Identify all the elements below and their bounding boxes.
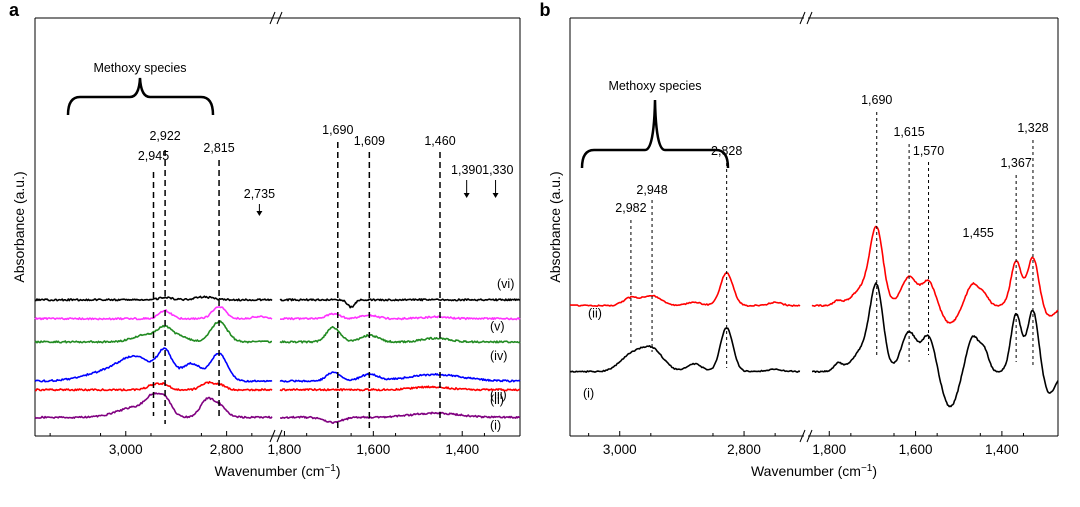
methoxy-bracket: [66, 77, 215, 116]
series-label: (ii): [490, 393, 504, 407]
series-line-iii-left: [34, 347, 273, 383]
x-tick-label: 2,800: [727, 442, 761, 457]
x-tick-label: 1,600: [899, 442, 933, 457]
series-label: (iv): [490, 349, 507, 363]
peak-label: 2,945: [138, 149, 169, 163]
series-line-v-right: [279, 312, 521, 321]
methoxy-label: Methoxy species: [93, 61, 186, 75]
y-axis-label: Absorbance (a.u.): [11, 171, 27, 282]
x-tick-label: 3,000: [109, 442, 143, 457]
x-tick-label: 1,800: [812, 442, 846, 457]
series-line-i-left: [569, 327, 801, 373]
x-tick-label: 1,800: [268, 442, 302, 457]
peak-label: 1,615: [893, 125, 924, 139]
peak-arrowhead: [463, 193, 470, 198]
x-tick-label: 2,800: [210, 442, 244, 457]
series-line-ii-right: [811, 225, 1059, 324]
axis-break-mark: [269, 11, 276, 25]
peak-label: 1,330: [482, 163, 513, 177]
axis-break-mark: [276, 429, 283, 443]
peak-label: 1,609: [354, 134, 385, 148]
series-label: (i): [583, 387, 594, 401]
panel-label: a: [9, 0, 20, 20]
axis-break-mark: [276, 11, 283, 25]
x-tick-label: 3,000: [603, 442, 637, 457]
peak-label: 2,948: [636, 183, 667, 197]
peak-label: 1,690: [322, 123, 353, 137]
series-line-vi-left: [34, 295, 273, 302]
peak-label: 1,570: [913, 144, 944, 158]
axis-break-mark: [269, 429, 276, 443]
x-tick-label: 1,400: [985, 442, 1019, 457]
series-label: (vi): [497, 277, 514, 291]
x-tick-label: 1,600: [356, 442, 390, 457]
series-line-i-right: [280, 411, 521, 424]
y-axis-label: Absorbance (a.u.): [547, 171, 563, 282]
peak-arrowhead: [492, 193, 499, 198]
panel-a: 3,000 2,800 1,800 1,600 1,400 a Wavenumber (cm…: [9, 0, 521, 480]
peak-label: 2,828: [711, 144, 742, 158]
axis-break-mark: [799, 11, 806, 25]
peak-label: 2,922: [149, 129, 180, 143]
axis-break-mark: [799, 429, 806, 443]
peak-label: 1,690: [861, 93, 892, 107]
peak-label: 2,735: [244, 187, 275, 201]
series-line-iv-right: [279, 325, 521, 344]
peak-label: 1,328: [1017, 121, 1048, 135]
peak-label: 2,982: [615, 201, 646, 215]
series-line-ii-left: [569, 271, 801, 307]
series-label: (v): [490, 320, 505, 334]
methoxy-bracket: [580, 99, 730, 169]
series-line-ii-right: [279, 385, 521, 392]
x-axis-label: Wavenumber (cm−1): [214, 463, 340, 480]
series-label: (iii): [490, 388, 507, 402]
series-line-iv-left: [34, 320, 272, 344]
series-line-iii-right: [279, 371, 521, 383]
panel-label: b: [540, 0, 551, 20]
methoxy-label: Methoxy species: [608, 79, 701, 93]
series-line-i-right: [812, 282, 1059, 408]
x-axis-label: Wavenumber (cm−1): [751, 463, 877, 480]
peak-label: 2,815: [203, 141, 234, 155]
peak-label: 1,367: [1000, 156, 1031, 170]
peak-label: 1,460: [424, 134, 455, 148]
panel-b: 3,000 2,800 1,800 1,600 1,400 b Wavenumber (cm…: [540, 0, 1059, 479]
axis-break-mark: [806, 429, 813, 443]
peak-label: 1,455: [963, 226, 994, 240]
axis-break-mark: [806, 11, 813, 25]
x-tick-label: 1,400: [445, 442, 479, 457]
series-label: (i): [490, 418, 501, 432]
peak-arrowhead: [256, 211, 263, 216]
series-line-v-left: [34, 306, 273, 321]
series-label: (ii): [588, 307, 602, 321]
series-line-vi-right: [279, 298, 521, 309]
peak-label: 1,390: [451, 163, 482, 177]
